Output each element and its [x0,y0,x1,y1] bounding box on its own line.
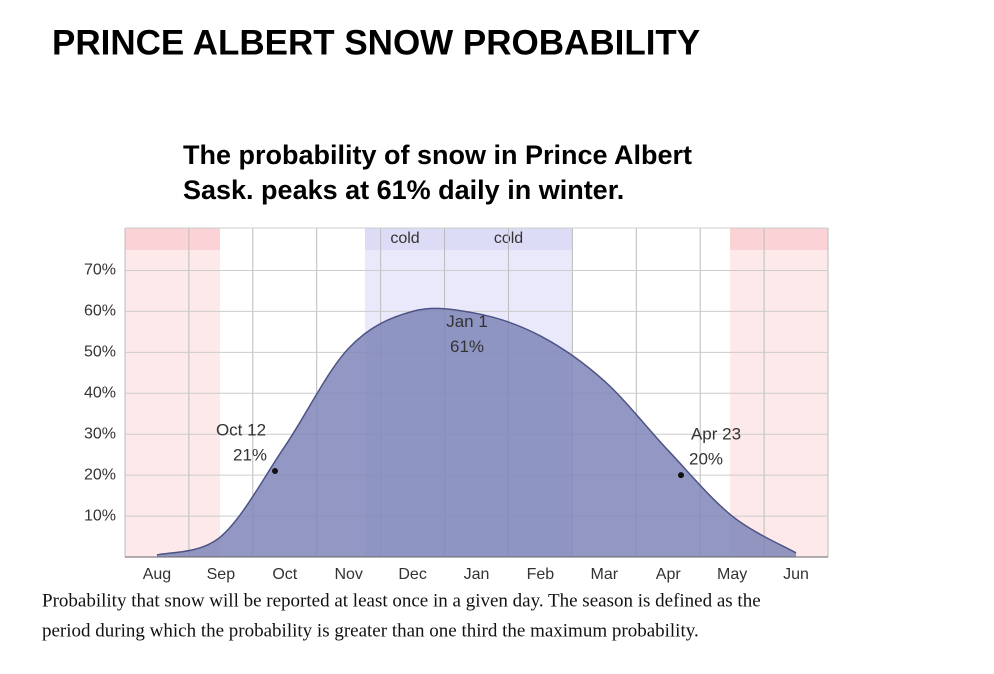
annotation-value: 61% [450,337,484,356]
annotation-date: Oct 12 [216,421,266,440]
band-label: cold [390,230,419,247]
y-tick-label: 40% [84,384,116,401]
x-tick-label: Jun [783,566,809,583]
y-tick-label: 70% [84,262,116,279]
x-tick-label: Dec [398,566,426,583]
warm-band [730,228,828,250]
chart-subtitle: The probability of snow in Prince Albert [183,140,692,170]
annotation-date: Apr 23 [691,425,741,444]
line [156,307,797,556]
x-tick-label: Jan [464,566,490,583]
y-tick-label: 30% [84,425,116,442]
annotation-dot [272,468,278,475]
y-tick-label: 10% [84,507,116,524]
warm-band [125,228,220,250]
warm-region [125,250,220,557]
x-tick-label: Apr [656,566,682,583]
y-tick-label: 50% [84,344,116,361]
x-tick-label: Mar [591,566,619,583]
x-tick-label: Oct [272,566,297,583]
x-tick-label: Sep [207,566,236,583]
area [156,308,797,557]
y-tick-label: 20% [84,466,116,483]
chart-subtitle: Sask. peaks at 61% daily in winter. [183,175,624,205]
caption: period during which the probability is g… [42,620,699,641]
x-tick-label: Nov [334,566,362,583]
caption: Probability that snow will be reported a… [42,590,761,611]
cold-band [365,228,445,250]
x-tick-label: Aug [143,566,171,583]
x-tick-label: Feb [527,566,555,583]
x-tick-label: May [717,566,747,583]
warm-region [730,250,828,557]
annotation-value: 21% [233,446,267,465]
chart-title: PRINCE ALBERT SNOW PROBABILITY [52,23,700,62]
y-tick-label: 60% [84,303,116,320]
annotation-date: Jan 1 [446,312,488,331]
annotation-dot [678,472,684,479]
annotation-value: 20% [689,450,723,469]
